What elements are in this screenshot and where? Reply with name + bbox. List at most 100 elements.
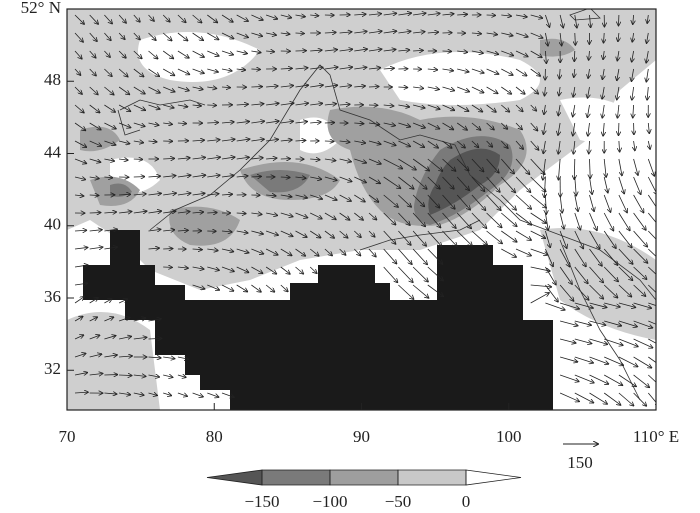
wind-vector bbox=[104, 317, 113, 322]
wind-vector bbox=[236, 121, 250, 123]
wind-vector bbox=[251, 266, 262, 273]
wind-vector bbox=[368, 31, 382, 33]
wind-vector bbox=[339, 159, 351, 162]
wind-vector bbox=[309, 266, 316, 273]
wind-vector bbox=[633, 374, 650, 387]
wind-vector bbox=[207, 249, 218, 251]
wind-vector bbox=[192, 87, 203, 89]
wind-vector bbox=[163, 105, 174, 108]
wind-vector bbox=[309, 248, 319, 256]
wind-vector bbox=[163, 193, 176, 195]
wind-vector bbox=[573, 86, 575, 97]
wind-vector bbox=[383, 176, 401, 188]
wind-vector bbox=[545, 230, 550, 247]
wind-vector bbox=[207, 68, 218, 72]
wind-vector bbox=[413, 32, 425, 33]
wind-vector bbox=[647, 392, 656, 406]
wind-vector bbox=[486, 122, 494, 130]
wind-vector bbox=[471, 51, 483, 53]
wind-vector bbox=[631, 68, 633, 81]
wind-vector bbox=[501, 140, 507, 148]
wind-vector bbox=[133, 337, 147, 339]
wind-vector bbox=[383, 105, 394, 106]
wind-vector bbox=[74, 373, 87, 375]
wind-vector bbox=[104, 122, 115, 129]
wind-vector bbox=[647, 212, 656, 224]
wind-vector bbox=[412, 230, 426, 246]
wind-vector bbox=[148, 357, 161, 358]
wind-vector bbox=[89, 317, 98, 322]
wind-vector bbox=[589, 194, 595, 211]
wind-vector bbox=[515, 248, 531, 256]
wind-vector bbox=[163, 176, 175, 177]
wind-vector bbox=[544, 104, 545, 114]
wind-vector bbox=[545, 266, 555, 285]
wind-vector bbox=[589, 176, 593, 194]
wind-vector bbox=[295, 103, 309, 105]
wind-vector bbox=[74, 230, 86, 231]
wind-vector bbox=[604, 158, 606, 177]
y-tick-label: 44 bbox=[44, 142, 62, 161]
wind-vector bbox=[74, 122, 85, 130]
wind-vector bbox=[89, 230, 102, 231]
wind-vector bbox=[310, 85, 323, 87]
wind-vector bbox=[162, 50, 173, 58]
wind-vector bbox=[192, 267, 204, 269]
wind-vector bbox=[104, 159, 114, 161]
wind-vector bbox=[647, 32, 649, 43]
wind-vector bbox=[368, 212, 376, 220]
colorbar-label: −150 bbox=[244, 492, 279, 511]
colorbar-label: 0 bbox=[462, 492, 471, 511]
wind-vector bbox=[633, 284, 646, 296]
wind-vector bbox=[558, 104, 560, 116]
wind-vector bbox=[559, 266, 572, 284]
wind-vector bbox=[618, 302, 636, 307]
wind-vector bbox=[354, 123, 363, 124]
wind-vector bbox=[558, 122, 560, 135]
wind-vector bbox=[133, 141, 143, 143]
colorbar-segment bbox=[465, 469, 522, 486]
wind-vector bbox=[74, 392, 88, 393]
wind-vector bbox=[559, 392, 579, 401]
wind-vector bbox=[74, 335, 83, 340]
wind-vector bbox=[163, 211, 175, 213]
wind-vector bbox=[588, 68, 589, 78]
wind-vector bbox=[133, 50, 142, 58]
wind-vector bbox=[118, 104, 130, 111]
wind-vector bbox=[383, 49, 396, 51]
wind-vector bbox=[74, 177, 85, 180]
wind-vector bbox=[456, 140, 465, 148]
x-tick-label: 70 bbox=[59, 427, 76, 446]
wind-vector bbox=[310, 103, 322, 105]
wind-vector bbox=[633, 194, 644, 213]
wind-vector bbox=[104, 393, 116, 394]
wind-vector bbox=[589, 50, 590, 60]
wind-vector bbox=[177, 50, 189, 58]
wind-vector bbox=[104, 32, 110, 40]
wind-vector bbox=[339, 104, 350, 105]
wind-vector bbox=[295, 68, 308, 69]
wind-vector bbox=[354, 31, 367, 33]
wind-vector bbox=[368, 86, 379, 87]
wind-vector bbox=[471, 33, 481, 34]
wind-vector bbox=[412, 176, 427, 189]
wind-vector bbox=[530, 14, 543, 18]
wind-vector bbox=[515, 176, 530, 192]
wind-vector bbox=[310, 67, 323, 69]
wind-vector bbox=[119, 375, 132, 376]
wind-vector bbox=[574, 158, 575, 179]
wind-vector bbox=[603, 392, 620, 405]
wind-vector bbox=[265, 248, 278, 255]
wind-vector bbox=[574, 284, 589, 300]
wind-vector bbox=[427, 104, 440, 109]
wind-vector bbox=[575, 176, 576, 196]
wind-vector bbox=[398, 140, 410, 146]
wind-vector bbox=[192, 284, 205, 289]
wind-vector bbox=[354, 86, 365, 87]
wind-vector bbox=[236, 176, 248, 177]
wind-vector bbox=[648, 302, 656, 306]
border-line bbox=[117, 9, 656, 401]
x-tick-label: 90 bbox=[353, 427, 370, 446]
wind-vector bbox=[368, 158, 381, 164]
